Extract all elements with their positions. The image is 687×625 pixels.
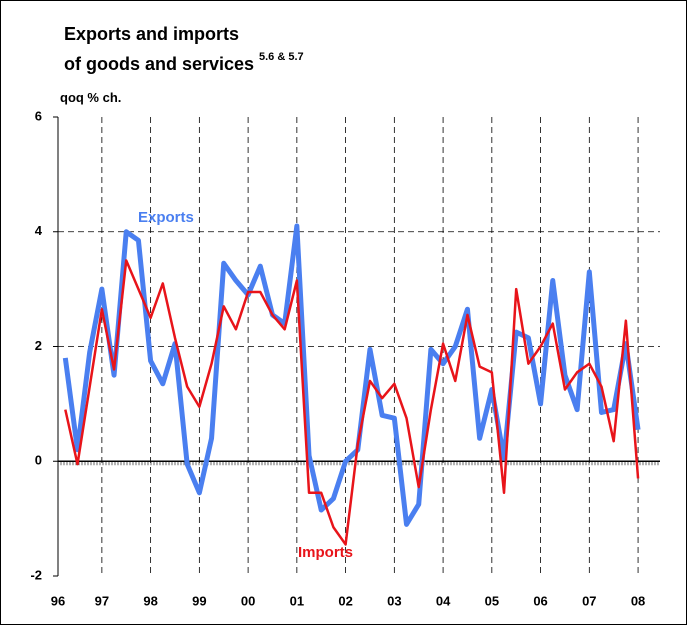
y-tick-label: 4: [35, 223, 43, 238]
x-tick-label: 03: [387, 593, 401, 608]
x-tick-label: 98: [143, 593, 157, 608]
y-tick-label: 6: [35, 108, 42, 123]
x-tick-label: 07: [582, 593, 596, 608]
y-tick-label: 0: [35, 453, 42, 468]
y-label: qoq % ch.: [60, 90, 121, 105]
title-line1: Exports and imports: [64, 24, 239, 44]
x-tick-label: 00: [241, 593, 255, 608]
x-tick-label: 01: [290, 593, 304, 608]
title-note: 5.6 & 5.7: [259, 51, 304, 63]
x-tick-label: 08: [631, 593, 645, 608]
series-label: Imports: [298, 544, 353, 561]
x-tick-label: 97: [95, 593, 109, 608]
x-tick-label: 96: [51, 593, 65, 608]
title-line2: of goods and services: [64, 54, 254, 74]
series-line: [64, 259, 640, 546]
x-tick-label: 06: [533, 593, 547, 608]
series-line: [62, 223, 641, 527]
y-tick-label: -2: [30, 567, 42, 582]
series-label: Exports: [138, 209, 194, 226]
x-tick-label: 99: [192, 593, 206, 608]
y-tick-label: 2: [35, 338, 42, 353]
x-tick-label: 02: [338, 593, 352, 608]
x-tick-label: 04: [436, 593, 451, 608]
x-tick-label: 05: [485, 593, 499, 608]
